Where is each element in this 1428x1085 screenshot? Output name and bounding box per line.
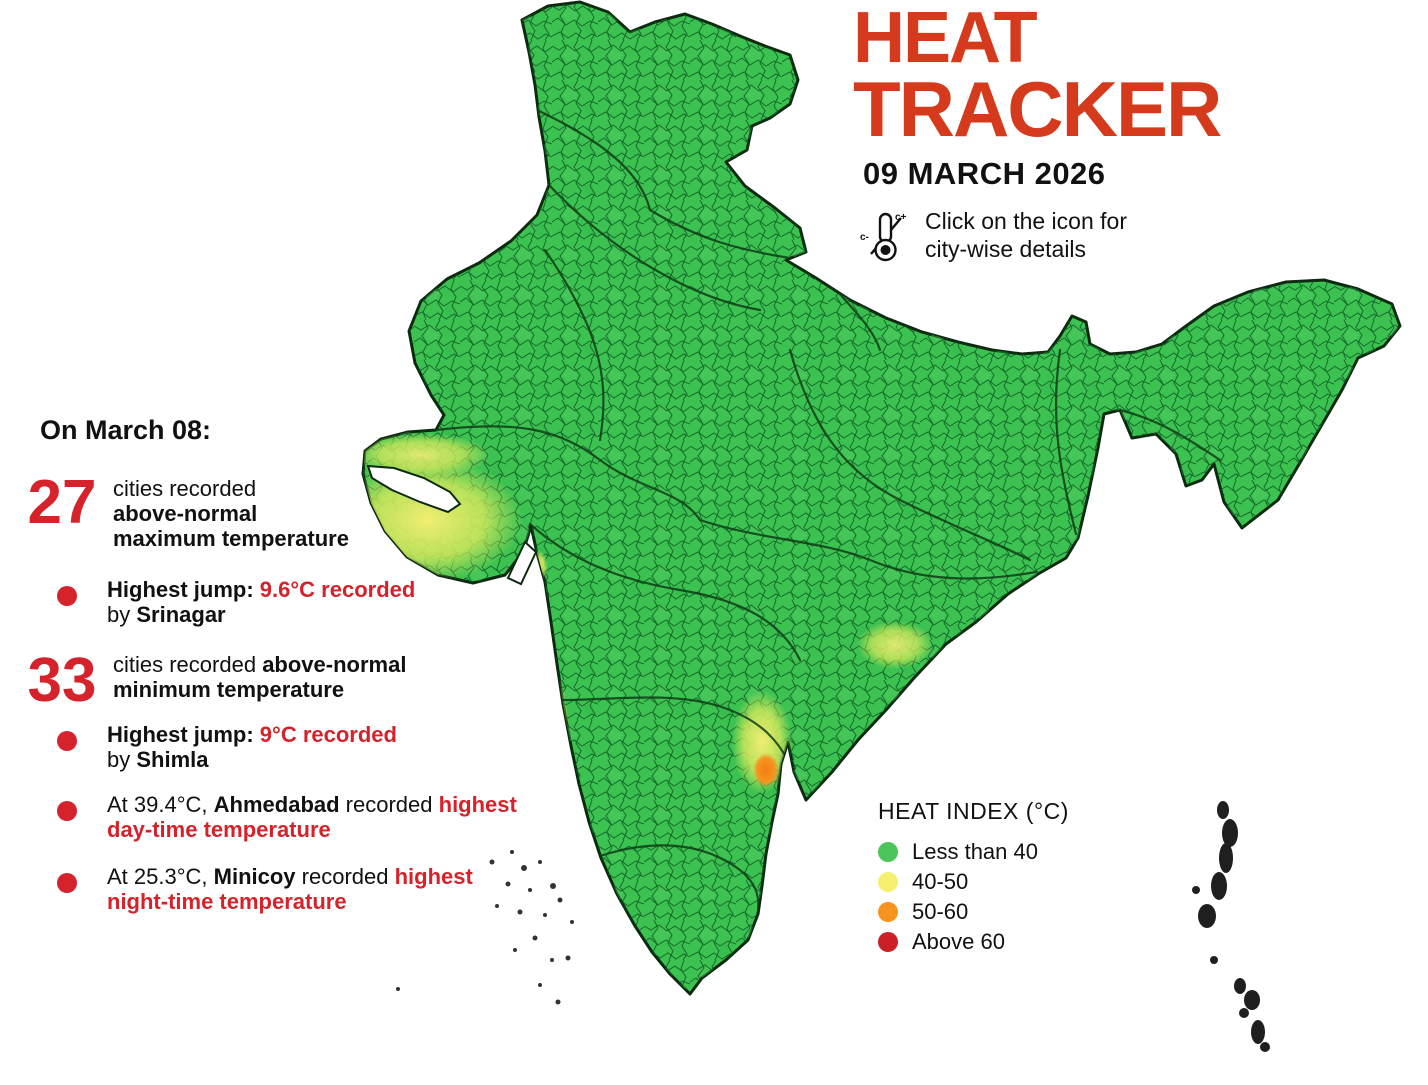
stat-max-number: 27 — [27, 468, 97, 537]
night-prefix: At 25.3°C, — [107, 864, 214, 889]
stat-min-number: 33 — [27, 646, 97, 715]
stat-max-line2: above-normal — [113, 501, 258, 526]
min-jump-city: Shimla — [136, 747, 209, 772]
lakshadweep-islands — [396, 850, 574, 1005]
stat-min-jump-text: Highest jump: 9°C recorded by Shimla — [107, 722, 447, 772]
stat-min-text: cities recorded above-normal minimum tem… — [113, 652, 473, 702]
legend-label-above-60: Above 60 — [912, 929, 1005, 954]
bullet-day-high — [57, 801, 77, 821]
svg-text:c-: c- — [860, 232, 869, 243]
legend-row-50-60: 50-60 — [878, 897, 1138, 927]
stat-max-line1: cities recorded — [113, 476, 257, 501]
heat-index-legend: HEAT INDEX (°C) Less than 40 40-50 50-60… — [878, 798, 1138, 957]
day-highlight1: highest — [438, 792, 517, 817]
legend-dot-yellow — [878, 872, 898, 892]
day-city: Ahmedabad — [213, 792, 340, 817]
stat-night-high-text: At 25.3°C, Minicoy recorded highest nigh… — [107, 864, 537, 914]
andaman-nicobar-islands — [1192, 801, 1270, 1052]
page-title-line2: TRACKER — [853, 65, 1222, 154]
gulf-of-kutch-notch — [366, 464, 462, 514]
night-city: Minicoy — [213, 864, 296, 889]
legend-label-less-than-40: Less than 40 — [912, 839, 1038, 864]
stats-heading: On March 08: — [40, 415, 212, 445]
night-highlight1: highest — [394, 864, 473, 889]
gulf-of-khambhat-notch — [506, 540, 538, 586]
min-jump-label: Highest jump: — [107, 722, 260, 747]
max-jump-city: Srinagar — [136, 602, 226, 627]
max-jump-value: 9.6°C recorded — [259, 577, 416, 602]
bullet-max-jump — [57, 586, 77, 606]
day-mid: recorded — [339, 792, 439, 817]
bullet-night-high — [57, 873, 77, 893]
orange-hotspot-southeast-coast — [753, 753, 779, 787]
legend-row-above-60: Above 60 — [878, 927, 1138, 957]
stat-min-line1-bold: above-normal — [262, 652, 407, 677]
page-title-line1: HEAT — [853, 0, 1038, 78]
day-prefix: At 39.4°C, — [107, 792, 214, 817]
min-jump-by: by — [107, 747, 137, 772]
thermometer-icon: c+ c- — [860, 212, 907, 262]
stat-day-high-text: At 39.4°C, Ahmedabad recorded highest da… — [107, 792, 537, 842]
stat-min-line2: minimum temperature — [113, 677, 345, 702]
legend-dot-red — [878, 932, 898, 952]
legend-dot-green — [878, 842, 898, 862]
day-highlight2: day-time temperature — [107, 817, 331, 842]
legend-title: HEAT INDEX (°C) — [878, 798, 1069, 824]
bullet-min-jump — [57, 731, 77, 751]
max-jump-label: Highest jump: — [107, 577, 260, 602]
stat-min-line1-regular: cities recorded — [113, 652, 263, 677]
hint-line1: Click on the icon for — [925, 208, 1127, 235]
night-mid: recorded — [295, 864, 395, 889]
stat-max-jump-text: Highest jump: 9.6°C recorded by Srinagar — [107, 577, 447, 627]
map-hint: c+ c- Click on the icon for city-wise de… — [859, 208, 1220, 266]
stat-max-line3: maximum temperature — [113, 526, 349, 551]
min-jump-value: 9°C recorded — [259, 722, 397, 747]
stat-max-text: cities recorded above-normal maximum tem… — [113, 476, 443, 551]
map-hint-text: Click on the icon for city-wise details — [925, 208, 1127, 262]
legend-dot-orange — [878, 902, 898, 922]
max-jump-by: by — [107, 602, 137, 627]
night-highlight2: night-time temperature — [107, 889, 347, 914]
legend-row-40-50: 40-50 — [878, 867, 1138, 897]
header: HEAT TRACKER 09 MARCH 2026 c+ c- Click o… — [853, 0, 1222, 266]
legend-label-50-60: 50-60 — [912, 899, 969, 924]
hint-line2: city-wise details — [925, 235, 1087, 262]
date-label: 09 MARCH 2026 — [863, 156, 1106, 192]
legend-row-less-than-40: Less than 40 — [878, 837, 1138, 867]
legend-label-40-50: 40-50 — [912, 869, 969, 894]
svg-text:c+: c+ — [895, 212, 907, 223]
